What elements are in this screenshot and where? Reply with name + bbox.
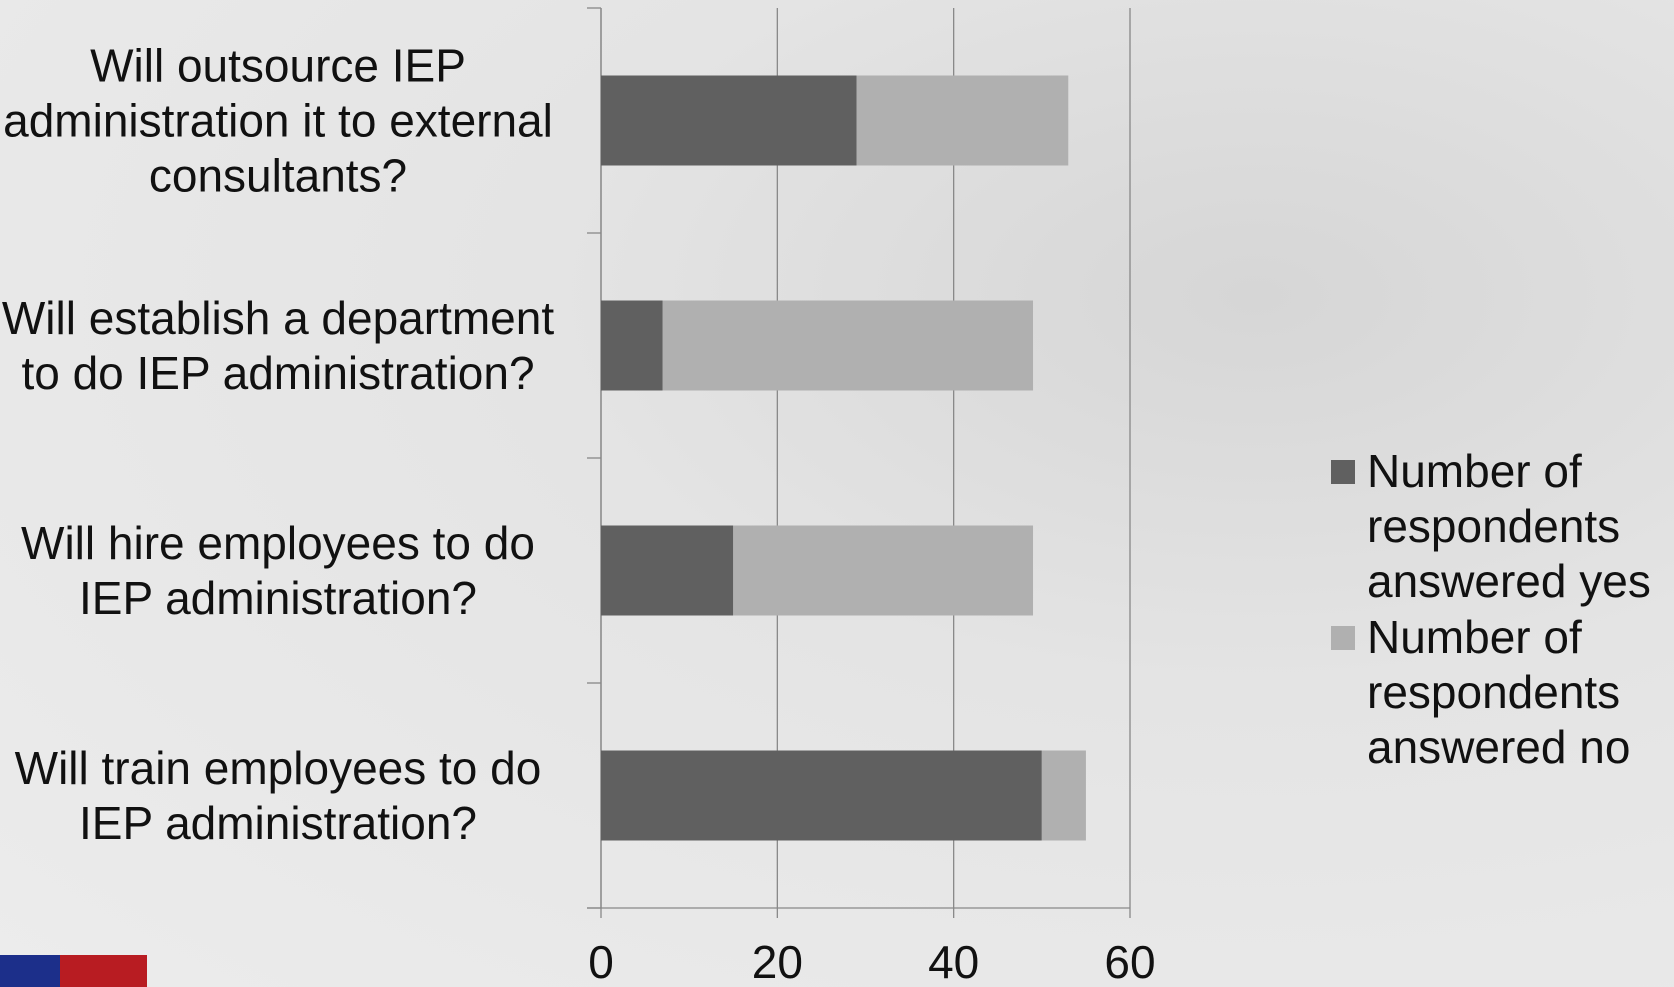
x-tick-label: 20 xyxy=(752,936,803,987)
bar-segment xyxy=(856,75,1069,166)
x-tick-label: 40 xyxy=(928,936,979,987)
bar-segment xyxy=(601,300,663,391)
x-tick-label: 60 xyxy=(1104,936,1155,987)
legend-swatch xyxy=(1331,460,1355,484)
legend-label: Number of respondents answered yes xyxy=(1367,445,1651,607)
legend-label: Number of respondents answered no xyxy=(1367,611,1631,773)
bar-segment xyxy=(1041,750,1086,841)
category-label: Will train employees to do IEP administr… xyxy=(14,741,542,849)
bar-segment xyxy=(601,750,1042,841)
legend-swatch xyxy=(1331,626,1355,650)
category-label: Will outsource IEP administration it to … xyxy=(3,39,553,201)
bar-segment xyxy=(601,75,857,166)
bar-segment xyxy=(601,525,734,616)
category-label: Will establish a department to do IEP ad… xyxy=(1,291,555,399)
category-label: Will hire employees to do IEP administra… xyxy=(21,516,535,624)
flag-logo-blue xyxy=(0,955,60,987)
bar-segment xyxy=(733,525,1034,616)
bar-segment xyxy=(662,300,1034,391)
x-tick-label: 0 xyxy=(588,936,614,987)
